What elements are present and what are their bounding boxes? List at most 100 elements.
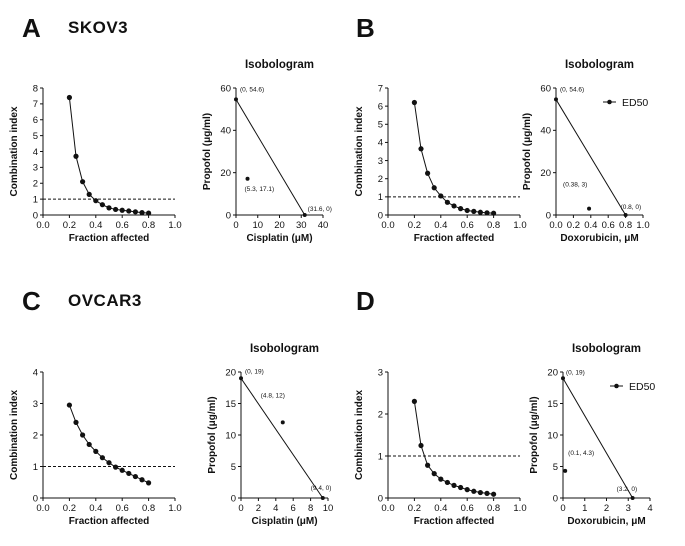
ci-data-point [464,487,470,493]
chart-C-ci: 0.0 0.2 0.4 0.6 0.8 1.0 0 1 2 3 4 Fraction affected… [9,367,182,527]
y-tick-label: 0 [226,210,231,221]
isobole-line [235,99,306,216]
y-tick-label: 3 [378,156,383,167]
ci-data-point [491,491,497,497]
ci-data-point [119,207,125,213]
y-tick-label: 0 [378,493,383,504]
x-axis-label: Fraction affected [414,233,495,244]
y-tick-label: 4 [378,138,383,149]
x-tick-label: 0.2 [567,220,580,231]
ci-data-point [471,488,477,494]
x-tick-label: 0.4 [584,220,597,231]
ci-series-line [413,401,494,495]
isobole-line [562,378,634,499]
x-tick-label: 1.0 [513,220,526,231]
ci-data-point [411,99,417,106]
chart-A-ci: 0.0 0.2 0.4 0.6 0.8 1.0 0 1 2 3 4 5 6 7 8 Fraction affe… [9,83,182,244]
y-tick-label: 3 [33,163,38,174]
x-tick-label: 1.0 [513,503,526,514]
x-axis-label: Cisplatin (μM) [246,233,312,244]
chart-title: Isobologram [250,343,319,355]
y-tick-label: 20 [540,168,551,179]
ci-data-point [438,476,444,482]
chart-title: Isobologram [572,343,641,355]
point-annotation: (0.8, 0) [621,204,642,211]
x-tick-label: 10 [323,503,334,514]
x-tick-label: 0.0 [549,220,562,231]
x-axis-label: Doxorubicin, μM [567,516,645,527]
x-tick-label: 0.8 [142,503,155,514]
ci-data-point [139,210,145,216]
ci-data-point [99,455,105,461]
x-tick-label: 0.0 [36,503,49,514]
chart-D-iso: 0 1 2 3 4 0 5 10 15 20 Doxorubicin, μM Propofol (μg… [529,343,655,527]
ci-data-point [73,153,79,159]
isobologram-point [234,97,238,102]
chart-C-iso: 0 2 4 6 8 10 0 5 10 15 20 Cisplatin (μM) Propofol (μ… [207,343,333,527]
isobole-line [555,99,627,216]
x-tick-label: 0.6 [461,220,474,231]
y-tick-label: 60 [540,83,551,94]
legend-marker [614,383,619,389]
isobologram-point [245,176,250,181]
isobologram-point [320,496,325,500]
ci-data-point [491,210,497,216]
x-tick-label: 0.4 [89,503,102,514]
y-axis-label: Propofol (μg/ml) [522,113,533,190]
x-tick-label: 4 [647,503,652,514]
ci-data-point [80,179,86,185]
ci-data-point [484,490,490,496]
x-tick-label: 2 [604,503,609,514]
legend-label: ED50 [622,97,648,109]
y-tick-label: 4 [33,147,38,158]
ci-data-point [477,489,483,496]
y-tick-label: 10 [547,430,558,441]
point-annotation: (0.38, 3) [563,182,587,189]
ci-data-point [444,479,450,486]
y-tick-label: 1 [378,192,383,203]
ci-data-point [438,193,444,199]
x-tick-label: 0.0 [381,220,394,231]
x-tick-label: 30 [296,220,307,231]
ci-series-line [68,97,149,214]
x-tick-label: 1 [582,503,587,514]
isobologram-point [302,213,307,217]
chart-A-iso: 0 10 20 30 40 0 20 40 60 Cisplatin (μM) Propofol (… [202,59,332,244]
cell-line-label-c: OVCAR3 [68,291,142,310]
y-tick-label: 1 [33,462,38,473]
y-tick-label: 0 [553,493,558,504]
isobologram-point [630,496,635,500]
x-tick-label: 0 [233,220,238,231]
isobologram-point [587,206,592,211]
isobologram-point [239,376,243,381]
ci-data-point [411,398,417,404]
x-axis-label: Doxorubicin, μM [560,233,638,244]
x-tick-label: 0.8 [142,220,155,231]
x-tick-label: 0.2 [408,503,421,514]
x-tick-label: 0.8 [487,220,500,231]
chart-B-iso: 0.0 0.2 0.4 0.6 0.8 1.0 0 20 40 60 Doxorubicin, μM… [522,59,650,244]
y-tick-label: 3 [378,367,383,378]
y-tick-label: 20 [547,367,558,378]
y-tick-label: 7 [378,83,383,94]
y-tick-label: 0 [231,493,236,504]
ci-data-point [93,198,99,204]
ci-data-point [451,203,457,209]
point-annotation: (0, 19) [566,369,585,376]
y-tick-label: 5 [231,462,236,473]
x-tick-label: 0.4 [89,220,102,231]
ci-data-point [425,462,431,468]
y-tick-label: 10 [225,430,236,441]
y-tick-label: 40 [220,126,231,137]
x-tick-label: 10 [252,220,263,231]
ci-data-point [113,206,119,213]
y-axis-label: Combination index [9,106,20,196]
x-tick-label: 40 [318,220,329,231]
y-tick-label: 15 [547,399,558,410]
y-tick-label: 5 [378,120,383,131]
y-tick-label: 2 [33,179,38,190]
ci-data-point [484,210,490,216]
ci-data-point [73,419,79,425]
point-annotation: (5.3, 17.1) [245,186,275,193]
y-tick-label: 0 [378,210,383,221]
